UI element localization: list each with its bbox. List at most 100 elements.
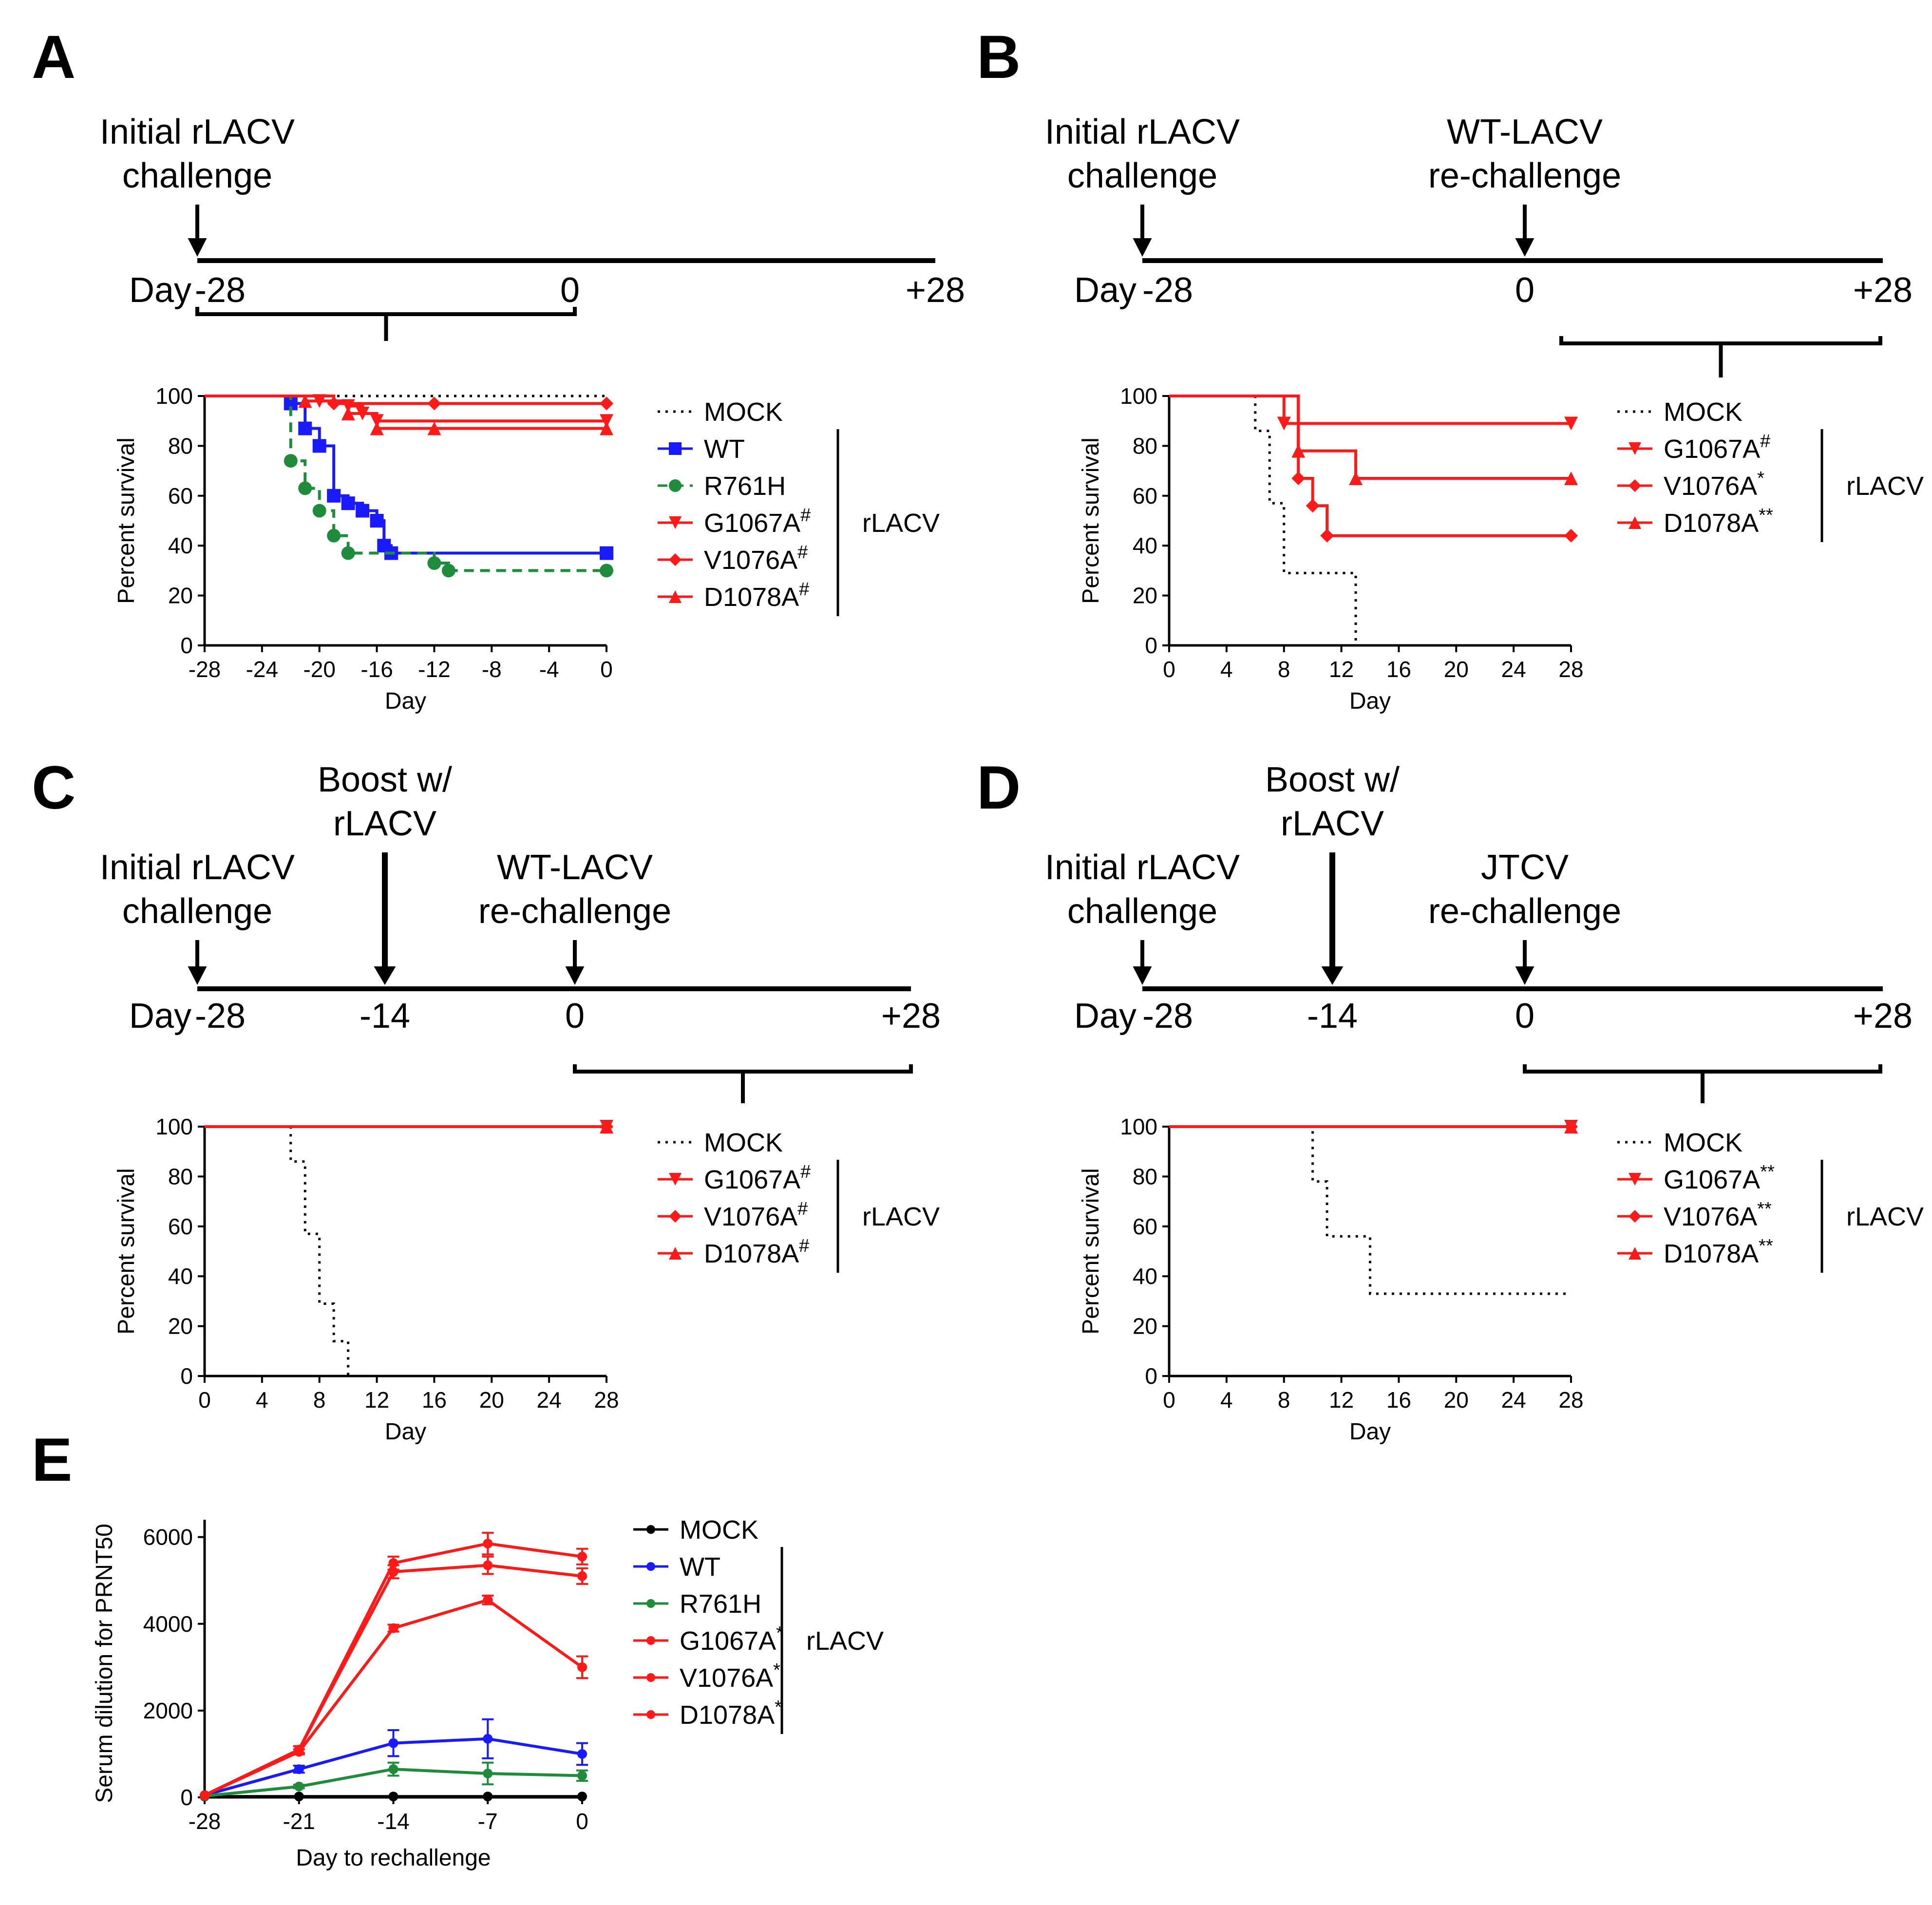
timeline-d: Initial rLACV challenge Boost w/rLACV JTCV r… [1045,760,1913,1103]
legend-superscript: # [797,542,808,563]
data-point [646,1599,655,1608]
series-g1067a [204,1542,583,1797]
data-point [577,1571,587,1581]
x-tick-label: 0 [1163,657,1175,682]
data-point [341,406,355,420]
y-tick-label: 20 [168,1314,193,1339]
y-tick-label: 4000 [143,1611,193,1637]
data-point [1291,444,1306,458]
x-tick-label: 16 [422,1387,447,1413]
data-point [441,564,455,578]
y-tick-label: 0 [180,1363,193,1389]
legend-group-label: rLACV [1846,472,1924,501]
y-tick-label: 60 [168,483,193,509]
data-point [669,1173,682,1186]
timeline-event-label: challenge [122,892,272,931]
data-point [646,1562,655,1571]
data-point [427,396,441,411]
y-tick-label: 20 [168,583,193,608]
data-point [327,489,341,503]
data-point [669,1210,682,1223]
timeline-day-tick: -28 [195,271,246,310]
timeline-day-tick: -14 [360,997,410,1036]
timeline-event-label: Initial rLACV [100,848,295,887]
data-point [1629,442,1641,455]
x-tick-label: -20 [303,657,335,682]
legend-label: G1067A* [680,1623,783,1656]
y-tick-label: 60 [168,1214,193,1239]
series-v1076a [1169,395,1571,537]
legend-c: MOCK G1067A# V1076A# D1078A# rLACV [658,1128,940,1273]
timeline-arrow-head [1133,966,1152,985]
data-point [370,421,384,435]
timeline-bracket [1523,1064,1882,1074]
data-point [600,546,613,560]
panel-letter-c: C [32,754,76,822]
data-point [669,1247,682,1260]
timeline-event-label: re-challenge [1428,156,1621,195]
panel-letter-a: A [32,23,76,91]
x-axis-label: Day [385,688,426,714]
data-point [356,504,370,518]
timeline-arrow-head [565,966,585,985]
data-point [483,1560,493,1570]
legend-group-label: rLACV [806,1626,884,1656]
legend-label: D1078A# [704,579,809,612]
data-point [312,504,326,518]
timeline-event-label: Boost w/ [318,760,452,799]
y-tick-label: 60 [1133,1214,1157,1239]
y-tick-label: 40 [168,1264,193,1289]
legend-label: MOCK [680,1515,758,1545]
data-point [577,1771,587,1781]
timeline-event-label: challenge [1067,156,1217,195]
data-point [1277,416,1291,431]
data-point [577,1749,587,1759]
legend-label: MOCK [704,1128,783,1157]
data-point [600,1120,613,1133]
data-point [298,394,312,408]
x-tick-label: 24 [1501,657,1526,682]
timeline-day-tick: 0 [1515,997,1534,1036]
x-axis-label: Day [1349,688,1391,714]
timeline-day-tick: -14 [1307,997,1358,1036]
legend-label: G1067A** [1664,1162,1775,1194]
x-tick-label: 4 [1220,657,1233,682]
legend-label: V1076A** [1664,1199,1772,1231]
timeline-b: Initial rLACV challenge WT-LACV re-challeng… [1045,113,1913,377]
data-point [600,564,613,578]
legend-superscript: * [773,1660,780,1680]
survival-plot-c: 0 4 8 12 16 20 24 28 0 20 40 60 80 100 Day Percent surv… [114,1114,619,1445]
timeline-day-tick: -28 [1142,997,1193,1036]
timeline-day-prefix: Day [1074,271,1136,310]
timeline-arrow-head [1515,966,1534,985]
data-point [1564,1120,1578,1133]
data-point [669,590,682,603]
data-point [341,496,355,510]
legend-label: V1076A# [704,1199,808,1231]
series-g1067a [1169,395,1571,425]
x-tick-label: 16 [1386,1387,1411,1413]
y-tick-label: 80 [168,1164,193,1189]
x-tick-label: 8 [313,1387,326,1413]
legend-superscript: # [799,1236,809,1256]
timeline-arrow-head [1133,238,1152,257]
timeline-event-label: WT-LACV [497,848,653,887]
data-point [327,396,341,411]
timeline-event-label: Initial rLACV [1045,848,1240,887]
x-tick-label: 8 [1278,1387,1290,1413]
legend-superscript: # [799,579,809,600]
timeline-event-label: challenge [1067,892,1217,931]
x-axis-label: Day [385,1419,426,1445]
timeline-arrow-head [1321,966,1344,985]
data-point [294,1792,304,1802]
timeline-bracket [573,1064,913,1074]
data-point [388,1623,398,1633]
data-point [298,481,312,495]
y-axis-label: Percent survival [114,1168,139,1334]
timeline-day-tick: -28 [195,997,246,1036]
data-point [294,1747,304,1757]
x-tick-label: 20 [1444,1387,1469,1413]
timeline-c: Initial rLACV challenge Boost w/rLACV WT-LA… [100,760,941,1103]
legend-label: MOCK [1664,397,1743,427]
